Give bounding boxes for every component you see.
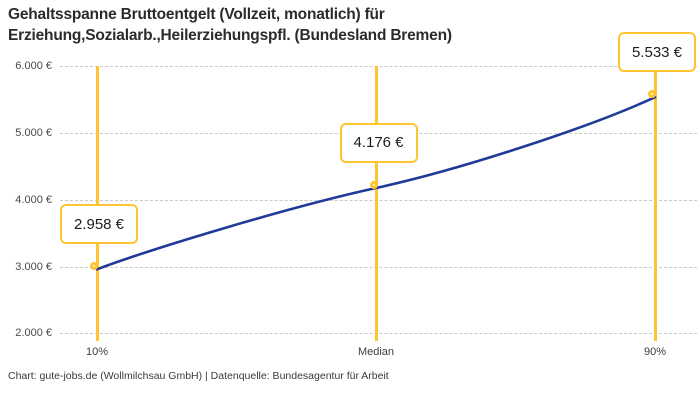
y-tick-label: 2.000 €	[15, 327, 52, 339]
x-tick-label-median: Median	[357, 346, 395, 358]
gridline-6000	[60, 66, 697, 67]
percentile-line-90	[653, 66, 657, 341]
y-tick-label: 5.000 €	[15, 127, 52, 139]
data-point-marker-median	[369, 180, 378, 189]
percentile-line-10	[95, 66, 99, 341]
y-tick-label: 3.000 €	[15, 261, 52, 273]
value-callout-90: 5.533 €	[618, 32, 696, 73]
gridline-2000	[60, 333, 697, 334]
y-tick-label: 6.000 €	[15, 60, 52, 72]
y-tick-label: 4.000 €	[15, 194, 52, 206]
data-point-marker-90	[648, 90, 656, 99]
value-callout-10: 2.958 €	[60, 204, 138, 245]
x-tick-label-90: 90%	[643, 346, 667, 358]
percentile-line-median	[375, 66, 378, 341]
source-attribution: Chart: gute-jobs.de (Wollmilchsau GmbH) …	[8, 370, 389, 382]
chart-title: Gehaltsspanne Bruttoentgelt (Vollzeit, m…	[8, 6, 452, 44]
value-callout-median: 4.176 €	[339, 122, 418, 163]
gridline-3000	[60, 267, 697, 268]
x-tick-label-10: 10%	[85, 346, 109, 358]
gridline-4000	[60, 200, 697, 201]
data-point-marker-10	[90, 262, 98, 271]
